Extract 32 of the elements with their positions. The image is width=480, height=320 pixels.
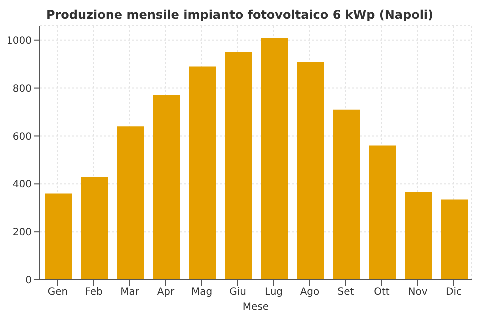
x-tick-label: Feb (85, 287, 103, 298)
y-tick-label: 0 (26, 276, 32, 287)
x-tick-label: Lug (264, 287, 284, 298)
x-tick-label: Ago (300, 287, 320, 298)
bar (189, 66, 216, 280)
x-tick-label: Ott (374, 287, 390, 298)
bar (81, 176, 108, 280)
bar (297, 62, 324, 280)
x-tick-label: Gen (48, 287, 68, 298)
x-axis-title: Mese (242, 302, 270, 313)
x-tick-label: Mag (191, 287, 213, 298)
x-tick-label: Set (338, 287, 354, 298)
bar (405, 192, 432, 280)
bar (441, 200, 468, 280)
x-tick-label: Dic (446, 287, 462, 298)
x-tick-label: Apr (157, 287, 176, 298)
chart-title: Produzione mensile impianto fotovoltaico 6 kWp (Napoli) (45, 8, 435, 24)
y-tick-label: 400 (12, 180, 32, 191)
bar (333, 110, 360, 280)
bar (261, 38, 288, 280)
x-tick-label: Giu (230, 287, 246, 298)
y-tick-label: 800 (12, 84, 32, 95)
bar (117, 126, 144, 280)
x-tick-label: Mar (120, 287, 140, 298)
y-tick-label: 1000 (6, 36, 32, 47)
bar (225, 52, 252, 280)
y-tick-label: 200 (12, 228, 32, 239)
bar (369, 146, 396, 280)
bar (153, 95, 180, 280)
y-tick-label: 600 (12, 132, 32, 143)
bar (45, 194, 72, 280)
x-tick-label: Nov (408, 287, 428, 298)
